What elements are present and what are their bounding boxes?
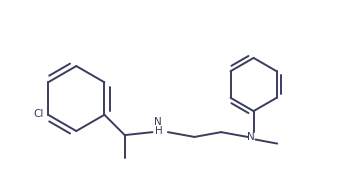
Text: H: H — [155, 126, 163, 136]
Text: N: N — [154, 117, 161, 127]
Text: Cl: Cl — [33, 109, 44, 119]
Text: N: N — [247, 132, 254, 142]
